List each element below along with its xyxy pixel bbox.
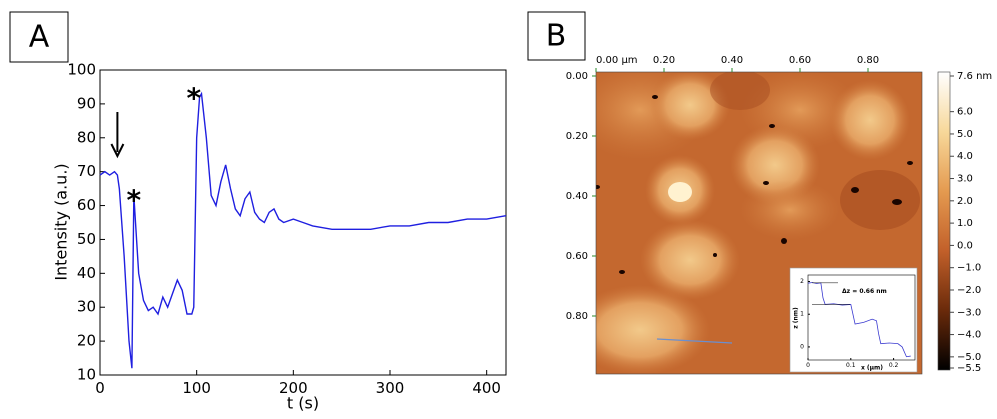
colorbar-tick-label: 0.0 xyxy=(957,240,973,251)
image-frame xyxy=(595,71,923,375)
y-tick-label: 90 xyxy=(77,94,96,112)
colorbar-tick-label: −1.0 xyxy=(957,263,981,274)
profile-line xyxy=(656,338,733,344)
y-tick-label: 0.20 xyxy=(566,131,588,142)
y-tick-label: 0.60 xyxy=(566,251,588,262)
x-axis-label: t (s) xyxy=(287,394,319,413)
pits xyxy=(596,95,913,274)
x-tick-label: 100 xyxy=(182,379,211,397)
y-axis-label: Intensity (a.u.) xyxy=(52,163,71,280)
x-tick-label: 200 xyxy=(279,379,308,397)
terrace xyxy=(830,80,910,160)
terrace xyxy=(740,180,840,240)
x-tick-label: 0.2 xyxy=(889,362,899,369)
annotation: Δz = 0.66 nm xyxy=(842,288,887,295)
y-tick-label: 0.00 xyxy=(566,71,588,82)
colorbar-tick-label: −5.5 xyxy=(957,363,981,374)
terrace xyxy=(640,220,740,300)
colorbar-tick-label: −5.0 xyxy=(957,352,981,363)
particle xyxy=(668,182,692,202)
y-tick-label: 30 xyxy=(77,298,96,316)
panel-label: B xyxy=(546,19,567,54)
y-tick-label: 0 xyxy=(800,343,804,350)
colorbar-tick-label: 2.0 xyxy=(957,196,973,207)
y-tick-label: 0.80 xyxy=(566,311,588,322)
label-box xyxy=(527,11,586,61)
inset-box xyxy=(789,267,918,373)
y-tick-label: 1 xyxy=(800,311,804,318)
terrace xyxy=(840,170,920,230)
y-tick-label: 2 xyxy=(800,278,804,285)
colorbar-tick-label: 1.0 xyxy=(957,218,973,229)
colorbar xyxy=(937,71,951,371)
y-tick-label: 70 xyxy=(77,162,96,180)
y-tick-label: 100 xyxy=(67,61,96,79)
plot-frame xyxy=(807,274,916,361)
label-box xyxy=(9,11,69,63)
y-tick-label: 10 xyxy=(77,366,96,384)
terrace xyxy=(650,72,730,140)
colorbar-tick-label: 3.0 xyxy=(957,174,973,185)
y-tick-label: 0.40 xyxy=(566,191,588,202)
y-tick-label: 80 xyxy=(77,128,96,146)
x-tick-label: 0.00 µm xyxy=(596,55,638,66)
colorbar-tick-label: 4.0 xyxy=(957,151,973,162)
plot-frame xyxy=(99,69,507,376)
colorbar-tick-label: −4.0 xyxy=(957,330,981,341)
annotation: * xyxy=(127,183,142,216)
terrace xyxy=(596,285,710,374)
terrace xyxy=(710,72,770,110)
y-tick-label: 60 xyxy=(77,196,96,214)
x-tick-label: 0 xyxy=(95,379,105,397)
colorbar-tick-label: 6.0 xyxy=(957,107,973,118)
x-tick-label: 0.1 xyxy=(846,362,856,369)
colorbar-tick-label: 7.6 nm xyxy=(957,71,992,82)
annotation: * xyxy=(186,82,201,115)
arrow-head xyxy=(110,143,125,159)
y-tick-label: 20 xyxy=(77,332,96,350)
colorbar-tick-label: −3.0 xyxy=(957,307,981,318)
colorbar-tick-label: −2.0 xyxy=(957,285,981,296)
data-line xyxy=(99,91,507,369)
x-tick-label: 300 xyxy=(376,379,405,397)
x-tick-label: 0.20 xyxy=(653,55,675,66)
x-axis-label: x (µm) xyxy=(861,365,883,372)
panel-label: A xyxy=(29,20,50,55)
y-axis-label: z (nm) xyxy=(793,307,800,329)
y-tick-label: 50 xyxy=(77,230,96,248)
y-tick-label: 40 xyxy=(77,264,96,282)
x-tick-label: 0.80 xyxy=(857,55,879,66)
x-tick-label: 400 xyxy=(472,379,501,397)
x-tick-label: 0.60 xyxy=(789,55,811,66)
x-tick-label: 0 xyxy=(806,362,810,369)
data-line xyxy=(807,282,911,358)
colorbar-tick-label: 5.0 xyxy=(957,129,973,140)
x-tick-label: 0.40 xyxy=(721,55,743,66)
